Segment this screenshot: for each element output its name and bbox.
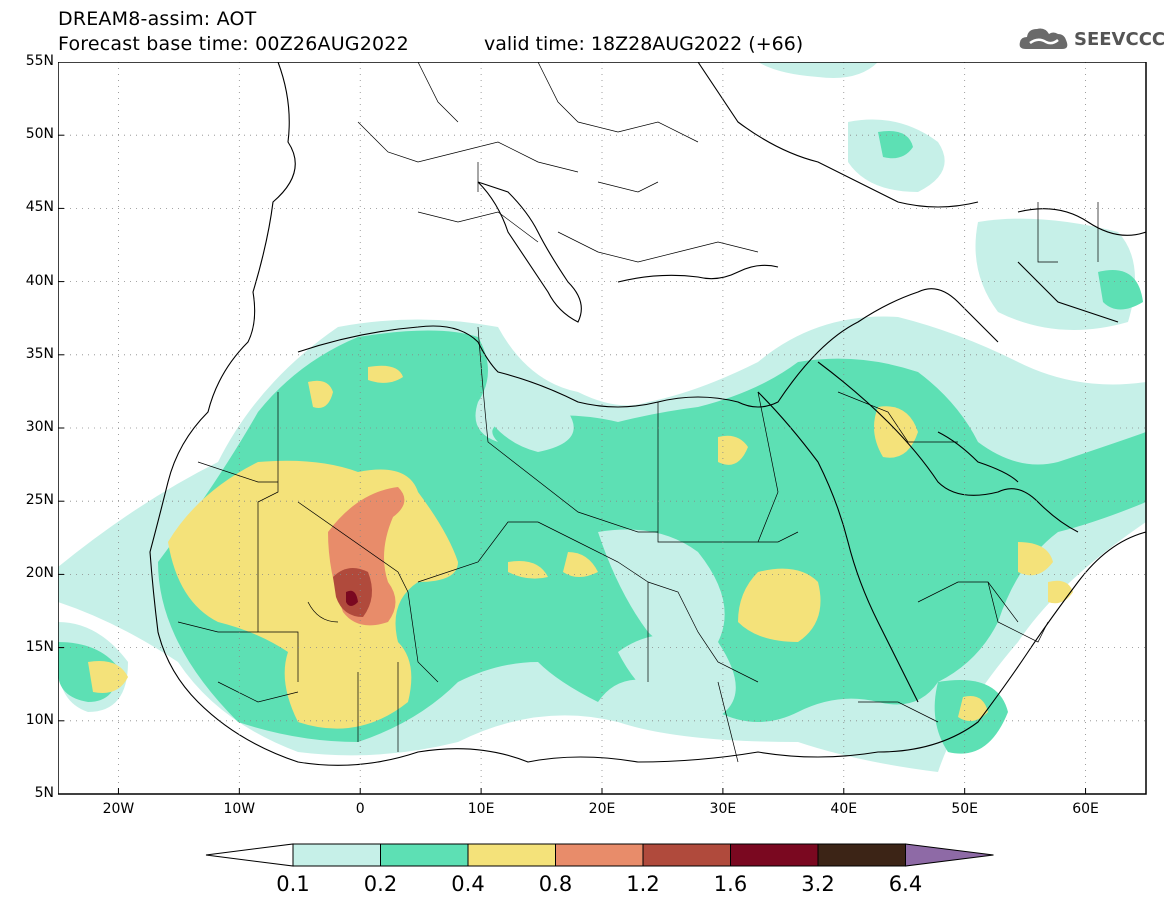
- colorbar-label: 6.4: [888, 872, 923, 896]
- map-title: DREAM8-assim: AOT: [58, 8, 257, 30]
- lat-label: 55N: [25, 53, 54, 69]
- colorbar-swatch: [642, 843, 731, 867]
- lat-label: 50N: [25, 126, 54, 143]
- forecast-base-time: Forecast base time: 00Z26AUG2022: [58, 33, 409, 55]
- lat-label: 25N: [25, 492, 54, 509]
- lon-label: 20E: [588, 801, 616, 817]
- colorbar-swatch: [467, 843, 556, 867]
- lat-label: 10N: [25, 711, 54, 728]
- grid-lines: [58, 62, 1146, 794]
- colorbar-label: 1.2: [626, 872, 660, 896]
- colorbar-swatch: [380, 843, 469, 867]
- colorbar-label: 0.2: [363, 872, 398, 896]
- colorbar-swatch: [817, 843, 906, 867]
- lat-label: 15N: [25, 638, 54, 655]
- lat-label: 45N: [25, 199, 54, 216]
- colorbar-label: 0.1: [276, 872, 310, 896]
- colorbar-label: 0.8: [538, 872, 573, 896]
- lon-label: 40E: [830, 801, 858, 817]
- lon-label: 10E: [467, 801, 495, 817]
- colorbar-swatch: [555, 843, 644, 867]
- lon-label: 30E: [709, 801, 737, 817]
- seevccc-logo: SEEVCCC: [1018, 24, 1165, 54]
- lon-label: 10W: [223, 801, 256, 817]
- country-borders: [177, 62, 1099, 763]
- lon-label: 0: [355, 801, 365, 817]
- valid-time: valid time: 18Z28AUG2022 (+66): [484, 33, 804, 55]
- coastlines: [149, 62, 1146, 766]
- lon-label: 50E: [951, 801, 978, 817]
- logo-text: SEEVCCC: [1074, 28, 1165, 50]
- colorbar-label: 3.2: [801, 872, 835, 896]
- aot-map: [58, 62, 1147, 795]
- lat-label: 30N: [25, 419, 54, 435]
- lat-label: 5N: [34, 785, 54, 801]
- colorbar-label: 0.4: [451, 872, 485, 896]
- colorbar-swatch: [730, 843, 819, 867]
- lat-label: 20N: [25, 565, 54, 582]
- cloud-icon: [1019, 28, 1068, 49]
- colorbar-label: 1.6: [713, 872, 748, 896]
- lat-label: 40N: [25, 272, 54, 289]
- colorbar-swatch: [292, 843, 381, 867]
- lat-label: 35N: [25, 345, 54, 362]
- lon-label: 20W: [102, 801, 135, 817]
- colorbar-high-arrow: [905, 843, 994, 867]
- lon-label: 60E: [1072, 801, 1099, 817]
- colorbar-low-arrow: [205, 843, 294, 867]
- colorbar: [205, 843, 994, 867]
